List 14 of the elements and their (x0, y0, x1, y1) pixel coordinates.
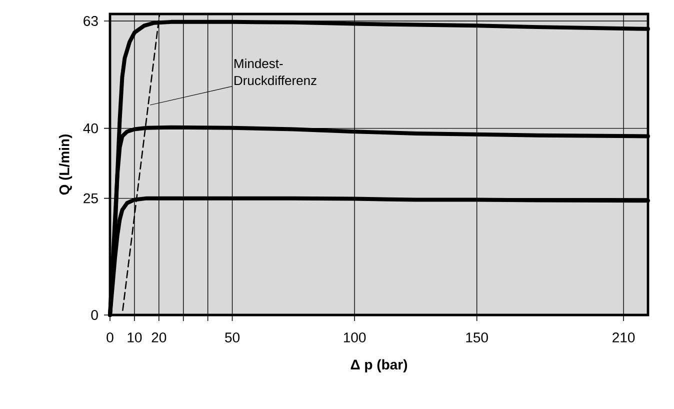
y-tick-label: 63 (84, 16, 98, 26)
x-tick-label: 100 (344, 332, 366, 342)
y-axis-title: Q (L/min) (59, 134, 72, 195)
x-tick-label: 50 (225, 332, 240, 342)
x-tick-label: 0 (106, 332, 114, 342)
x-axis-title: Δ p (bar) (350, 359, 408, 372)
y-tick-label: 25 (84, 193, 98, 204)
x-tick-label: 150 (466, 332, 488, 342)
annotation: Mindest-Druckdifferenz (234, 58, 316, 86)
x-tick-label: 10 (128, 332, 142, 342)
y-tick-label: 0 (91, 310, 98, 320)
y-tick-label: 40 (83, 123, 98, 134)
x-tick-label: 20 (152, 332, 166, 342)
x-tick-label: 210 (612, 332, 635, 342)
